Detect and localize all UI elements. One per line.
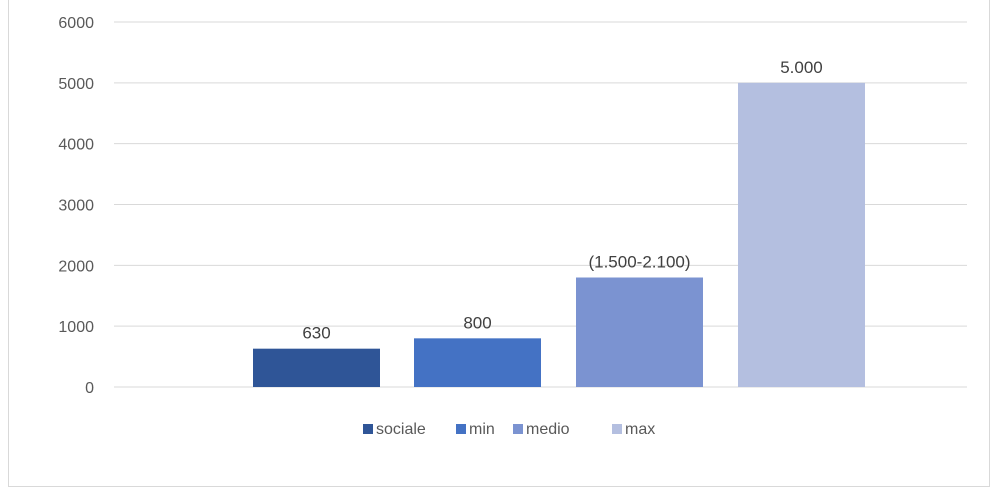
bars [253, 82, 865, 387]
bar-min [414, 338, 541, 387]
y-tick-label: 1000 [58, 319, 94, 336]
y-axis-ticks: 0 1000 2000 3000 4000 5000 6000 [58, 15, 94, 397]
legend-label-medio: medio [526, 421, 570, 438]
data-label-sociale: 630 [302, 324, 330, 343]
legend-label-max: max [625, 421, 655, 438]
legend-swatch-max [612, 424, 622, 434]
chart-frame [8, 0, 990, 487]
bar-max [738, 82, 865, 387]
data-label-min: 800 [463, 313, 491, 332]
legend-label-sociale: sociale [376, 421, 426, 438]
y-tick-label: 3000 [58, 198, 94, 215]
legend-swatch-min [456, 424, 466, 434]
bar-sociale [253, 348, 380, 387]
bar-medio [576, 277, 703, 387]
y-tick-label: 4000 [58, 137, 94, 154]
y-tick-label: 6000 [58, 15, 94, 32]
y-tick-label: 5000 [58, 76, 94, 93]
legend: sociale min medio max [363, 421, 655, 438]
y-tick-label: 0 [85, 380, 94, 397]
y-tick-label: 2000 [58, 258, 94, 275]
legend-swatch-sociale [363, 424, 373, 434]
legend-label-min: min [469, 421, 495, 438]
data-label-max: 5.000 [780, 58, 823, 77]
data-label-medio: (1.500-2.100) [588, 253, 690, 272]
data-labels: 630 800 (1.500-2.100) 5.000 [302, 58, 822, 343]
legend-swatch-medio [513, 424, 523, 434]
